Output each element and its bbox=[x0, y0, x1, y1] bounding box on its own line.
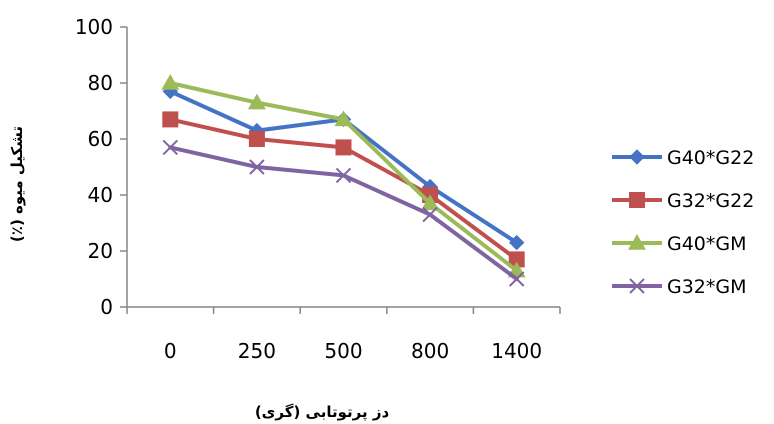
x-ticks: 0 250 500 800 1400 bbox=[126, 307, 561, 363]
legend-label: G40*GM bbox=[667, 233, 747, 255]
legend-label: G40*G22 bbox=[667, 147, 754, 169]
data-point bbox=[422, 206, 438, 223]
legend-marker bbox=[629, 192, 645, 208]
y-tick-label: 20 bbox=[88, 239, 113, 263]
data-point bbox=[161, 74, 180, 90]
data-point bbox=[249, 159, 265, 175]
y-ticks: 0 20 40 60 80 100 bbox=[75, 15, 127, 319]
x-axis-title: دز پرتوتابی (گری) bbox=[255, 403, 390, 422]
series-G32*G22 bbox=[162, 111, 525, 268]
data-point bbox=[508, 251, 525, 268]
data-point bbox=[334, 110, 353, 127]
data-point bbox=[508, 271, 525, 287]
series-G32*GM bbox=[162, 139, 525, 287]
legend-label: G32*G22 bbox=[667, 190, 754, 212]
x-tick-label: 1400 bbox=[491, 339, 542, 363]
y-tick-label: 60 bbox=[88, 127, 113, 151]
data-point bbox=[508, 234, 525, 251]
legend-marker bbox=[629, 149, 645, 165]
legend-marker bbox=[628, 234, 646, 250]
series-layer bbox=[161, 74, 526, 287]
data-point bbox=[247, 93, 266, 110]
axes bbox=[126, 27, 560, 308]
x-tick-label: 500 bbox=[324, 339, 362, 363]
legend-item: G32*G22 bbox=[612, 190, 754, 212]
y-axis-title: تشکیل میوه (٪) bbox=[8, 126, 26, 242]
legend-item: G40*G22 bbox=[612, 147, 754, 169]
y-tick-label: 100 bbox=[75, 15, 113, 39]
series-line bbox=[168, 145, 519, 281]
data-point bbox=[162, 111, 179, 128]
data-point bbox=[162, 139, 179, 156]
legend-item: G32*GM bbox=[612, 276, 747, 298]
series-G40*GM bbox=[161, 74, 526, 278]
legend: G40*G22 G32*G22 G40*GM G32*GM bbox=[612, 147, 754, 298]
y-tick-label: 40 bbox=[88, 183, 113, 207]
data-point bbox=[421, 194, 440, 211]
data-point bbox=[335, 167, 352, 184]
y-tick-label: 0 bbox=[100, 295, 113, 319]
legend-marker bbox=[629, 278, 645, 294]
legend-item: G40*GM bbox=[612, 233, 747, 255]
x-tick-label: 250 bbox=[238, 339, 276, 363]
x-tick-label: 0 bbox=[164, 339, 177, 363]
y-tick-label: 80 bbox=[88, 71, 113, 95]
data-point bbox=[248, 131, 265, 147]
legend-label: G32*GM bbox=[667, 276, 747, 298]
x-tick-label: 800 bbox=[411, 339, 449, 363]
data-point bbox=[335, 139, 352, 156]
